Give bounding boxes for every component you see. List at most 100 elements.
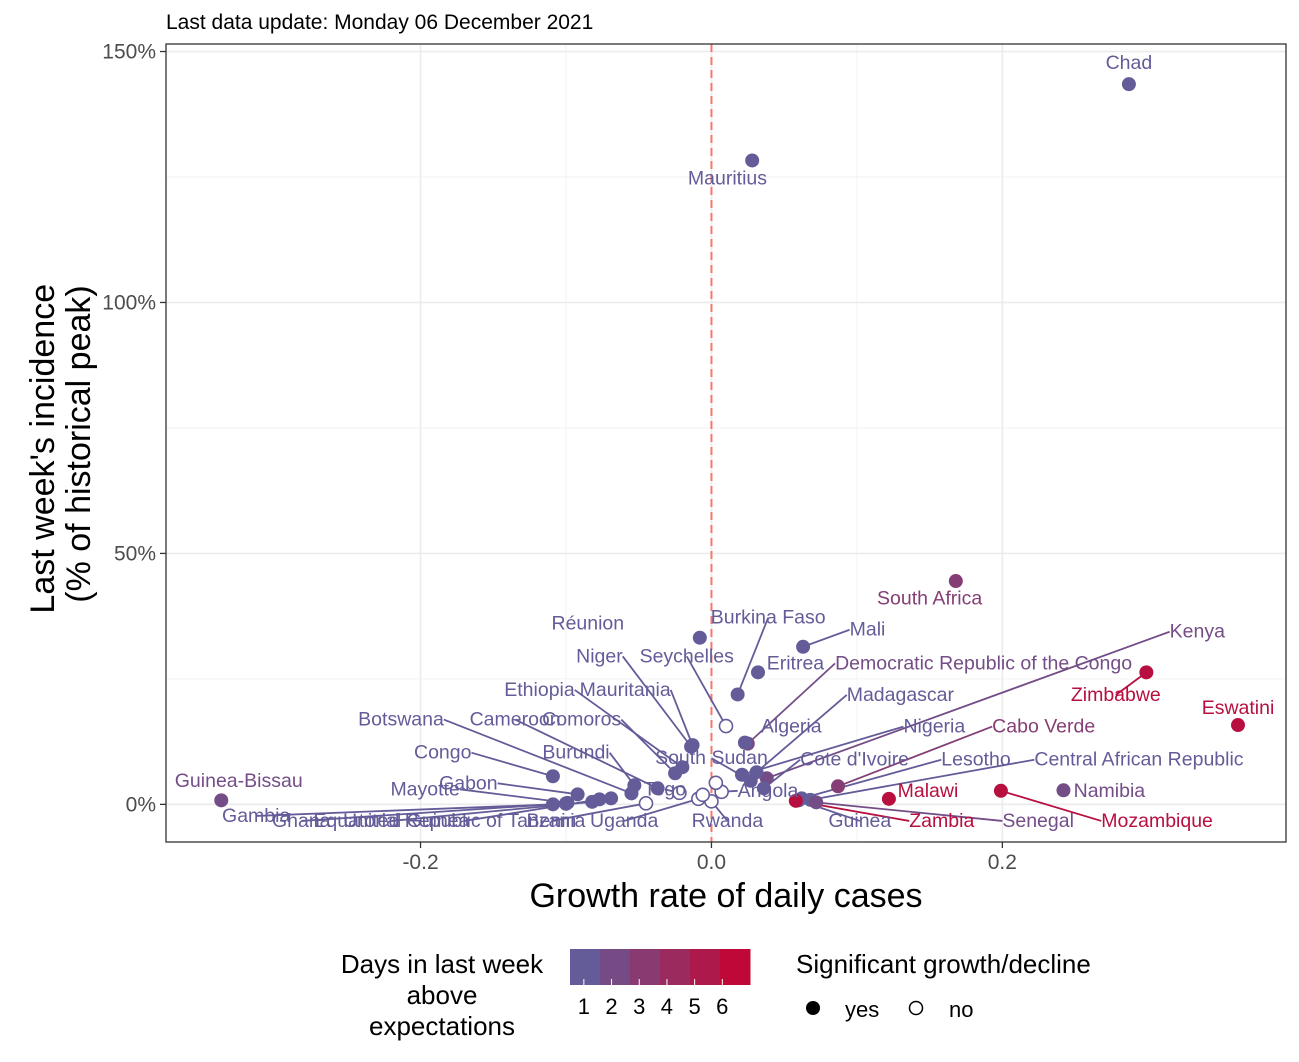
label-connector — [623, 797, 699, 822]
y-axis-title-line-1: Last week's incidence — [24, 284, 62, 614]
x-tick-label: -0.2 — [402, 851, 438, 874]
point-significant — [788, 793, 803, 808]
point-label: Zambia — [909, 810, 974, 832]
point-label: South Sudan — [655, 747, 768, 769]
point-significant — [796, 639, 811, 654]
point-significant — [668, 766, 683, 781]
colorbar-label: 6 — [716, 994, 728, 1019]
label-connector — [256, 803, 553, 817]
point-label: Equatorial Guinea — [313, 810, 469, 832]
point-label: Lesotho — [941, 749, 1011, 771]
label-connector — [471, 751, 554, 778]
point-significant — [592, 792, 607, 807]
y-tick-label: 0% — [126, 793, 156, 816]
point-label: Eritrea — [767, 652, 825, 674]
point-label: South Africa — [877, 588, 982, 610]
label-connectors — [256, 617, 1170, 822]
point-significant — [1231, 718, 1245, 733]
point-significant — [831, 779, 845, 794]
label-connector — [747, 662, 836, 745]
y-tick-label: 100% — [102, 291, 156, 314]
point-label: Réunion — [551, 613, 624, 635]
point-label: Gambia — [222, 805, 290, 827]
colorbar-segment — [720, 949, 751, 985]
point-significant — [559, 796, 573, 811]
label-connector — [685, 655, 727, 727]
x-tick-label: 0.0 — [697, 851, 726, 874]
point-significant — [881, 791, 896, 806]
point-label: Burkina Faso — [711, 607, 826, 629]
point-label: Nigeria — [903, 716, 965, 738]
label-connector — [810, 758, 1035, 801]
point-label: Niger — [576, 645, 623, 667]
label-connector — [574, 689, 683, 768]
legend-key-open-circle — [908, 1000, 924, 1016]
point-label: Benin — [527, 810, 577, 832]
point-significant — [809, 795, 824, 810]
point-significant — [948, 574, 963, 589]
colorbar-label: 3 — [633, 994, 645, 1019]
point-significant — [545, 797, 560, 812]
colorbar-label: 4 — [661, 994, 673, 1019]
point-not-significant — [638, 796, 654, 811]
colorbar-label: 1 — [578, 994, 590, 1019]
label-connector — [669, 689, 694, 746]
point-significant — [745, 153, 760, 168]
colorbar-label: 2 — [605, 994, 617, 1019]
label-connector — [622, 655, 692, 748]
point-label: Eswatini — [1202, 697, 1275, 719]
point-label: Togo — [644, 778, 686, 800]
colorbar-label: 5 — [688, 994, 700, 1019]
plot-panel-border — [165, 43, 1287, 843]
colorbar-segment — [660, 949, 691, 985]
point-significant — [737, 735, 752, 750]
point-label: Angola — [738, 780, 799, 802]
label-connector — [301, 802, 567, 822]
point-label: Gabon — [439, 772, 498, 794]
label-connector — [816, 801, 1003, 822]
point-label: Chad — [1106, 52, 1153, 74]
point-significant — [545, 769, 560, 784]
colorbar-segment — [570, 949, 601, 985]
y-tick-label: 150% — [102, 41, 156, 64]
label-connector — [497, 782, 578, 796]
point-significant — [692, 630, 707, 645]
label-connector — [551, 802, 647, 822]
label-connector — [837, 725, 993, 788]
point-label: Cameroon — [470, 709, 561, 731]
point-label: Cabo Verde — [992, 716, 1095, 738]
point-label: Mayotte — [390, 778, 459, 800]
label-connector — [443, 718, 632, 795]
point-label: Democratic Republic of the Congo — [835, 652, 1132, 674]
point-significant — [751, 665, 765, 680]
point-labels: Chad Mauritius South Africa Réunion Burkina … — [175, 52, 1275, 832]
label-connector — [766, 630, 1170, 780]
point-label: Burundi — [542, 742, 609, 764]
point-not-significant — [708, 775, 724, 791]
point-significant — [756, 781, 771, 796]
point-significant — [1056, 783, 1071, 798]
label-connector — [736, 617, 770, 695]
label-connector — [1000, 789, 1102, 822]
x-tick-label: 0.2 — [988, 851, 1017, 874]
y-tick-label: 50% — [114, 542, 156, 565]
point-significant — [685, 738, 700, 753]
point-significant — [214, 793, 229, 808]
point-label: Guinea-Bissau — [175, 770, 303, 792]
point-label: Malawi — [898, 780, 959, 802]
point-label: Central African Republic — [1034, 749, 1243, 771]
label-connector — [620, 718, 676, 774]
colorbar-segment — [600, 949, 631, 985]
label-connector — [514, 718, 659, 790]
colorbar-segment — [630, 949, 661, 985]
point-label: Mauritius — [688, 168, 767, 190]
legend-item-yes: yes — [845, 997, 879, 1022]
point-significant — [1139, 665, 1154, 680]
y-axis-title: Last week's incidence (% of historical p… — [24, 274, 98, 613]
point-label: Seychelles — [640, 645, 735, 667]
point-significant — [743, 773, 758, 788]
label-connector — [802, 628, 850, 648]
legend-item-no: no — [949, 997, 973, 1022]
point-label: Ethiopia — [504, 679, 575, 701]
